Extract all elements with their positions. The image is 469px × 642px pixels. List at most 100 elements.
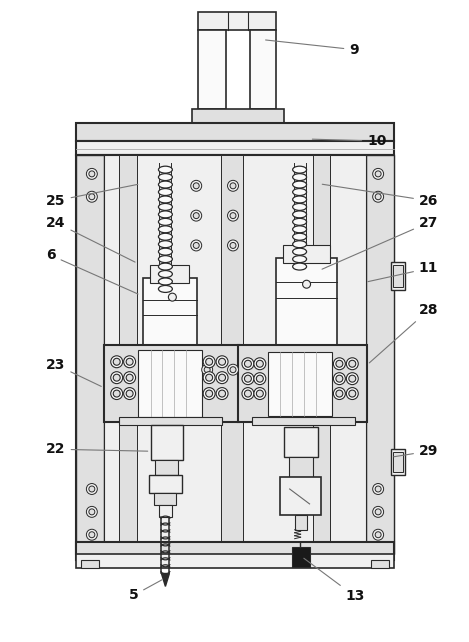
- Text: 24: 24: [46, 216, 135, 262]
- Circle shape: [346, 388, 358, 399]
- Circle shape: [216, 372, 228, 384]
- Bar: [284, 428, 318, 457]
- Ellipse shape: [293, 166, 307, 173]
- Circle shape: [254, 373, 266, 385]
- Ellipse shape: [159, 248, 173, 255]
- Circle shape: [86, 529, 97, 540]
- Circle shape: [349, 375, 356, 382]
- Circle shape: [193, 213, 199, 219]
- Circle shape: [89, 509, 95, 515]
- Circle shape: [206, 358, 212, 365]
- Circle shape: [89, 194, 95, 200]
- Circle shape: [333, 373, 345, 385]
- Bar: [119, 155, 136, 553]
- Text: 22: 22: [46, 442, 148, 456]
- Bar: [150, 265, 189, 283]
- Circle shape: [111, 356, 123, 368]
- Text: 26: 26: [322, 184, 438, 208]
- Circle shape: [373, 191, 384, 202]
- Bar: [295, 515, 307, 530]
- Circle shape: [373, 507, 384, 517]
- Bar: [192, 109, 284, 123]
- Bar: [157, 290, 176, 306]
- Text: 10: 10: [312, 134, 386, 148]
- Bar: [280, 477, 321, 515]
- Bar: [76, 553, 394, 568]
- Ellipse shape: [159, 189, 173, 196]
- Ellipse shape: [293, 189, 307, 196]
- Ellipse shape: [293, 181, 307, 188]
- Circle shape: [257, 375, 263, 382]
- Ellipse shape: [293, 263, 307, 270]
- Circle shape: [336, 390, 343, 397]
- Circle shape: [204, 367, 210, 373]
- Circle shape: [191, 180, 202, 191]
- Circle shape: [191, 240, 202, 251]
- Circle shape: [242, 358, 254, 370]
- Circle shape: [227, 364, 238, 375]
- Bar: [366, 155, 394, 553]
- Ellipse shape: [159, 256, 173, 263]
- Bar: [371, 560, 389, 568]
- Circle shape: [206, 390, 212, 397]
- Circle shape: [230, 367, 236, 373]
- Circle shape: [193, 183, 199, 189]
- Circle shape: [191, 210, 202, 221]
- Bar: [292, 546, 310, 566]
- Circle shape: [89, 532, 95, 538]
- Bar: [149, 475, 182, 493]
- Ellipse shape: [159, 286, 173, 292]
- Bar: [76, 155, 394, 553]
- Bar: [291, 277, 310, 293]
- Text: 5: 5: [129, 580, 162, 602]
- Ellipse shape: [293, 256, 307, 263]
- Circle shape: [230, 213, 236, 219]
- Circle shape: [206, 374, 212, 381]
- Text: 27: 27: [322, 216, 438, 269]
- Bar: [154, 493, 176, 505]
- Circle shape: [86, 168, 97, 179]
- Circle shape: [111, 372, 123, 384]
- Circle shape: [227, 210, 238, 221]
- Circle shape: [86, 507, 97, 517]
- Bar: [391, 449, 405, 475]
- Bar: [250, 30, 276, 109]
- Bar: [151, 426, 183, 460]
- Circle shape: [168, 293, 176, 301]
- Ellipse shape: [293, 241, 307, 248]
- Circle shape: [336, 375, 343, 382]
- Ellipse shape: [293, 233, 307, 240]
- Ellipse shape: [159, 196, 173, 203]
- Circle shape: [216, 356, 228, 368]
- Bar: [393, 265, 403, 287]
- Ellipse shape: [159, 270, 173, 277]
- Bar: [312, 155, 331, 553]
- Text: 28: 28: [369, 303, 439, 363]
- Polygon shape: [161, 573, 169, 586]
- Circle shape: [349, 390, 356, 397]
- Text: 9: 9: [265, 40, 359, 56]
- Circle shape: [349, 360, 356, 367]
- Ellipse shape: [159, 204, 173, 211]
- Bar: [159, 505, 173, 517]
- Text: 23: 23: [46, 358, 101, 386]
- Ellipse shape: [159, 241, 173, 248]
- Circle shape: [124, 356, 136, 368]
- Bar: [76, 542, 394, 560]
- Circle shape: [230, 243, 236, 248]
- Circle shape: [254, 358, 266, 370]
- Circle shape: [346, 358, 358, 370]
- Bar: [119, 417, 222, 426]
- Bar: [276, 258, 337, 346]
- Bar: [76, 141, 394, 155]
- Bar: [393, 452, 403, 472]
- Circle shape: [333, 388, 345, 399]
- Circle shape: [336, 360, 343, 367]
- Ellipse shape: [293, 196, 307, 203]
- Ellipse shape: [293, 248, 307, 255]
- Circle shape: [244, 360, 251, 367]
- Circle shape: [193, 243, 199, 248]
- Circle shape: [126, 390, 133, 397]
- Bar: [268, 352, 333, 417]
- Bar: [81, 560, 99, 568]
